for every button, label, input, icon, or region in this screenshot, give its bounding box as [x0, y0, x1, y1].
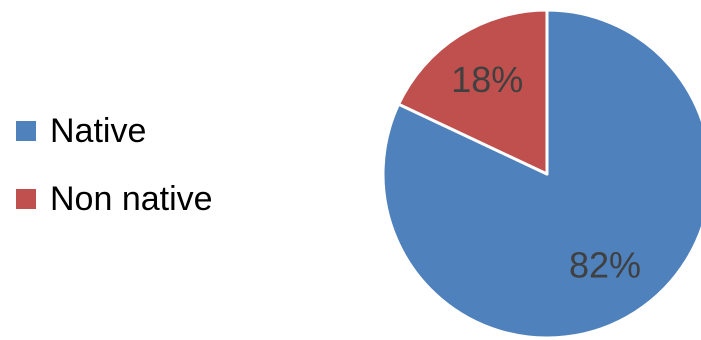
legend-item-native: Native	[16, 108, 213, 154]
legend-swatch-non-native	[16, 189, 36, 209]
pie-slice-native	[381, 8, 701, 340]
pie-slice-non-native	[397, 8, 549, 176]
pie-slices	[381, 8, 701, 340]
chart-legend: Native Non native	[16, 108, 213, 244]
pie-slice-labels: 82% 18%	[451, 59, 641, 286]
legend-swatch-native	[16, 121, 36, 141]
slice-label-non-native: 18%	[451, 59, 523, 100]
legend-label-non-native: Non native	[50, 180, 213, 218]
legend-label-native: Native	[50, 112, 147, 150]
legend-item-non-native: Non native	[16, 176, 213, 222]
slice-label-native: 82%	[569, 244, 641, 285]
